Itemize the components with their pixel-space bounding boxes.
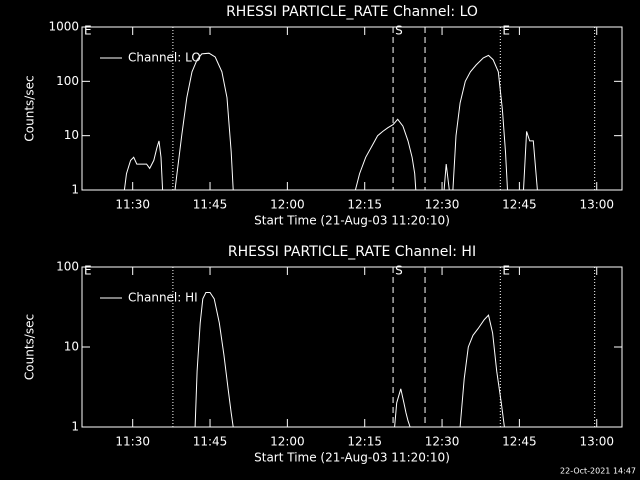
x-tick-label: 13:00 bbox=[579, 198, 614, 212]
x-tick-label: 13:00 bbox=[579, 435, 614, 449]
y-axis-label: Counts/sec bbox=[23, 75, 37, 141]
y-tick-label: 100 bbox=[56, 260, 79, 274]
y-tick-label: 1000 bbox=[48, 20, 79, 34]
x-axis-label: Start Time (21-Aug-03 11:20:10) bbox=[254, 214, 450, 228]
x-tick-label: 11:30 bbox=[115, 198, 150, 212]
x-tick-label: 11:45 bbox=[193, 435, 228, 449]
annotation: E bbox=[502, 24, 510, 38]
x-tick-label: 12:30 bbox=[425, 435, 460, 449]
y-tick-label: 10 bbox=[64, 128, 79, 142]
x-axis-label: Start Time (21-Aug-03 11:20:10) bbox=[254, 451, 450, 465]
x-tick-label: 12:15 bbox=[347, 198, 382, 212]
x-tick-label: 12:15 bbox=[347, 435, 382, 449]
y-tick-label: 100 bbox=[56, 74, 79, 88]
x-tick-label: 12:45 bbox=[502, 198, 537, 212]
annotation: E bbox=[502, 264, 510, 278]
annotation: E bbox=[84, 264, 92, 278]
plot-frame bbox=[81, 26, 623, 191]
y-tick-label: 1 bbox=[71, 420, 79, 434]
x-tick-label: 11:45 bbox=[193, 198, 228, 212]
x-tick-label: 12:00 bbox=[270, 435, 305, 449]
x-tick-label: 11:30 bbox=[115, 435, 150, 449]
annotation: S bbox=[395, 24, 403, 38]
x-tick-label: 12:45 bbox=[502, 435, 537, 449]
data-line bbox=[123, 52, 538, 191]
y-tick-label: 1 bbox=[71, 183, 79, 197]
chart-title: RHESSI PARTICLE_RATE Channel: LO bbox=[226, 4, 478, 20]
legend-label: Channel: LO bbox=[128, 51, 201, 65]
timestamp: 22-Oct-2021 14:47 bbox=[560, 467, 636, 476]
data-line bbox=[194, 292, 505, 428]
y-axis-label: Counts/sec bbox=[23, 314, 37, 380]
annotation: E bbox=[84, 24, 92, 38]
chart-title: RHESSI PARTICLE_RATE Channel: HI bbox=[228, 244, 476, 260]
y-tick-label: 10 bbox=[64, 340, 79, 354]
x-tick-label: 12:30 bbox=[425, 198, 460, 212]
x-tick-label: 12:00 bbox=[270, 198, 305, 212]
annotation: S bbox=[395, 264, 403, 278]
legend-label: Channel: HI bbox=[128, 291, 198, 305]
